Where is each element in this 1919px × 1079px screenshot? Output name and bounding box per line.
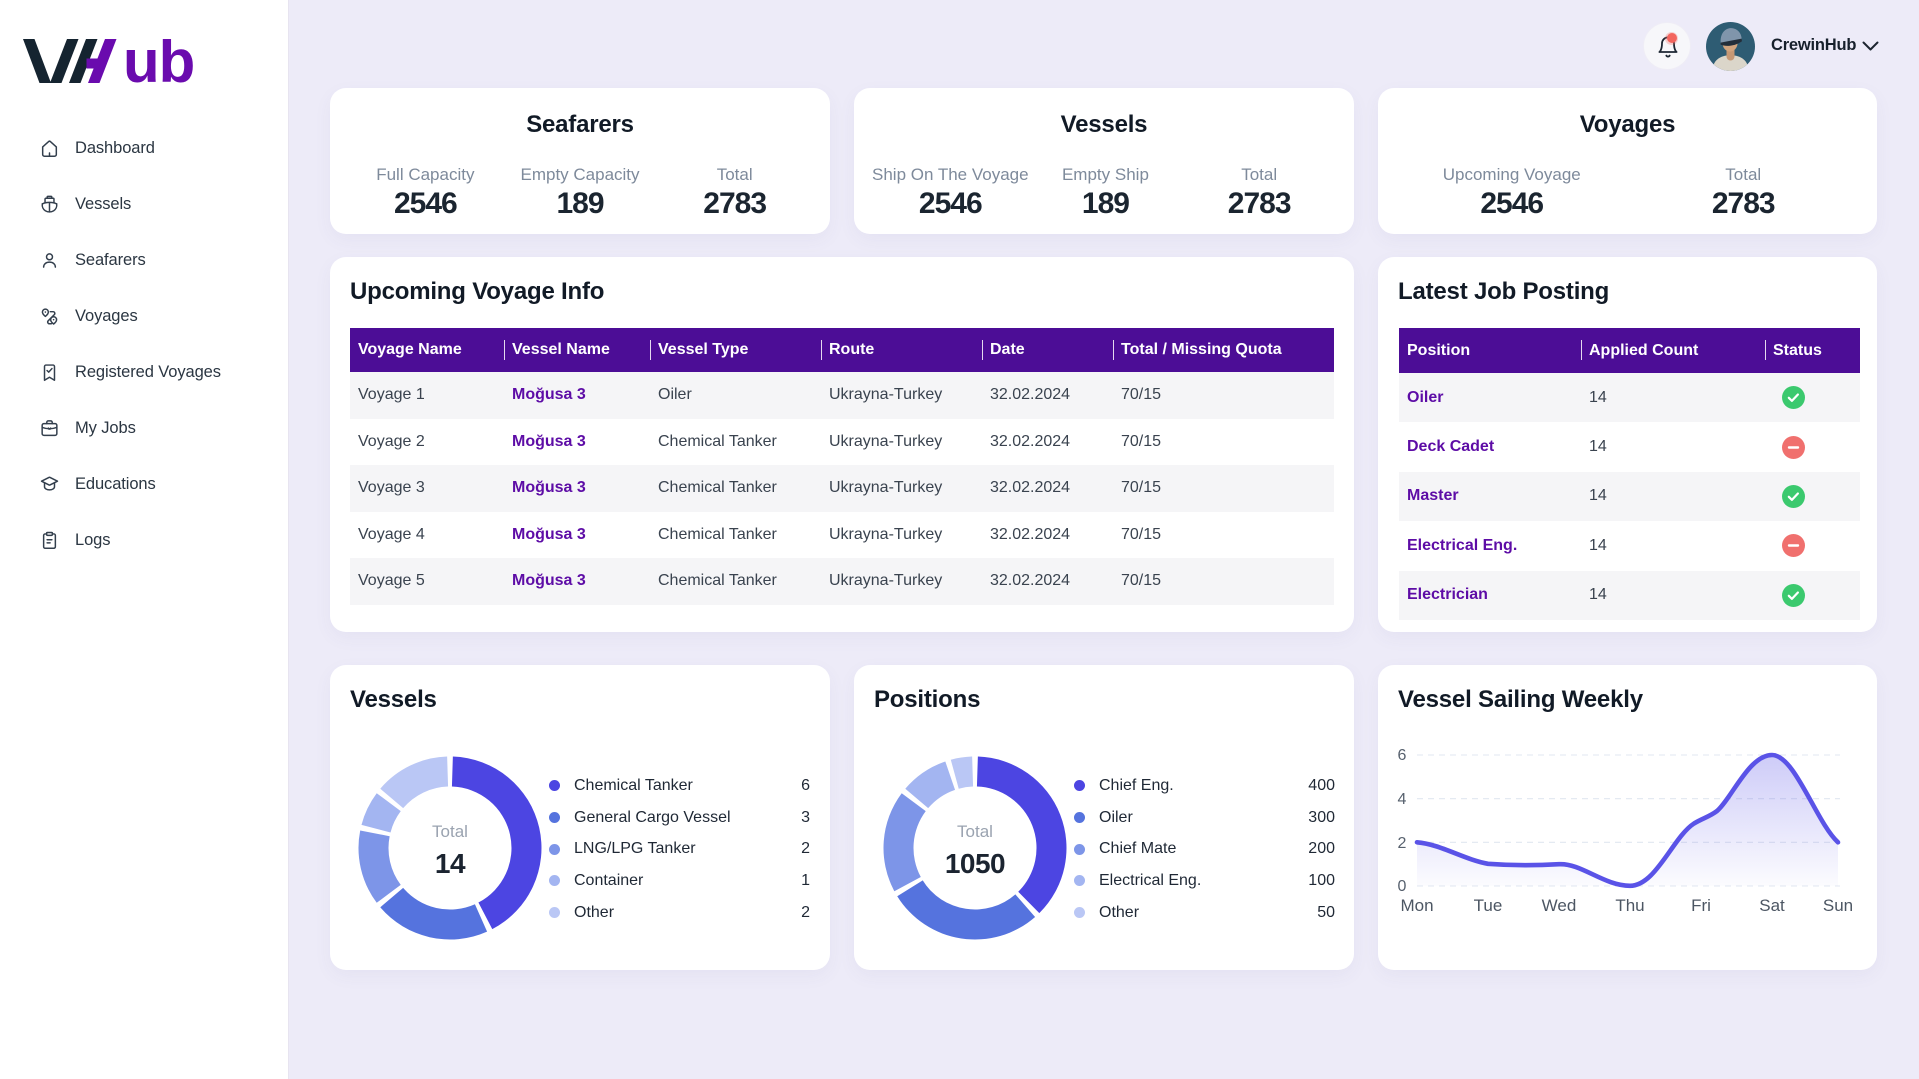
- svg-text:Mon: Mon: [1400, 896, 1433, 915]
- svg-text:Wed: Wed: [1542, 896, 1577, 915]
- svg-text:Thu: Thu: [1615, 896, 1644, 915]
- svg-text:4: 4: [1398, 791, 1407, 808]
- svg-text:Fri: Fri: [1691, 896, 1711, 915]
- svg-text:ub: ub: [123, 39, 194, 83]
- svg-text:Tue: Tue: [1474, 896, 1503, 915]
- svg-text:2: 2: [1398, 835, 1407, 852]
- svg-text:6: 6: [1398, 747, 1407, 764]
- svg-text:0: 0: [1398, 878, 1407, 895]
- svg-text:Sun: Sun: [1823, 896, 1853, 915]
- svg-text:Sat: Sat: [1759, 896, 1785, 915]
